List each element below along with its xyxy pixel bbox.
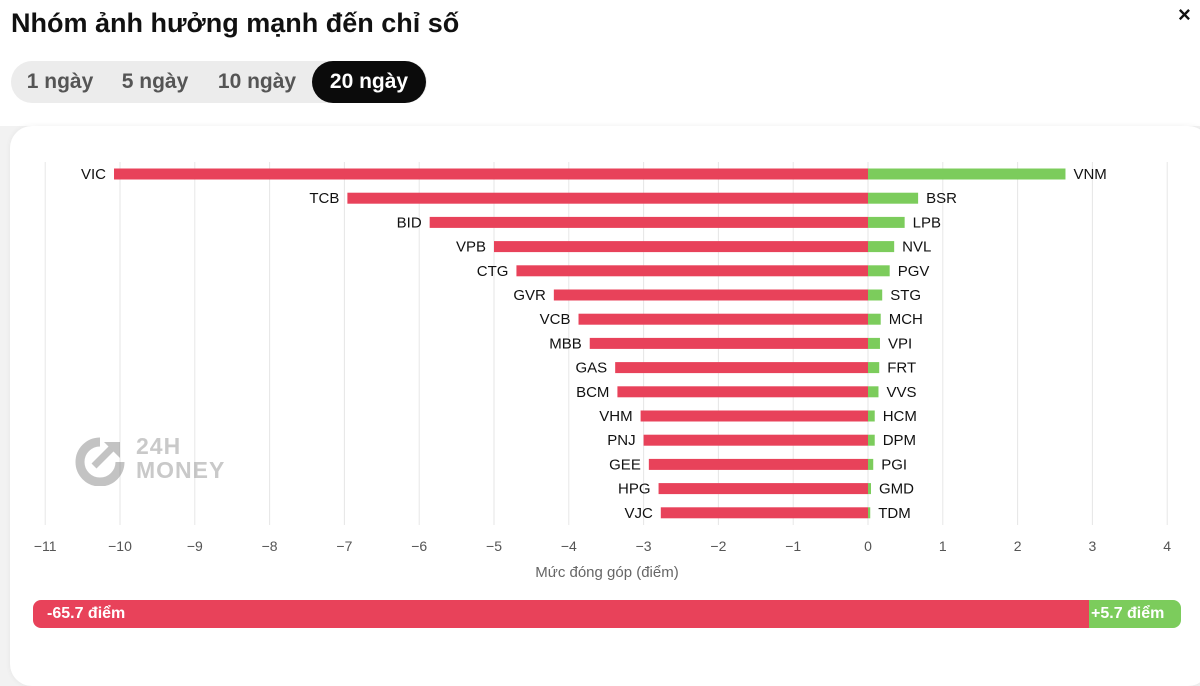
bar-label: PNJ: [607, 432, 635, 449]
bar-negative[interactable]: [114, 168, 869, 180]
bar-negative[interactable]: [617, 386, 868, 398]
bar-negative[interactable]: [553, 289, 868, 301]
bar-negative[interactable]: [615, 362, 868, 374]
x-axis-title: Mức đóng góp (điểm): [535, 564, 678, 581]
tab-5-ngay[interactable]: 5 ngày: [121, 70, 189, 93]
bar-label: TCB: [309, 190, 339, 207]
bar-positive[interactable]: [868, 216, 905, 228]
total-negative-label: -65.7 điểm: [47, 605, 126, 622]
bar-label: VPB: [456, 239, 486, 256]
close-icon[interactable]: ×: [1178, 2, 1191, 27]
x-tick-label: −6: [411, 538, 427, 554]
bar-negative[interactable]: [494, 241, 868, 253]
bar-label: VNM: [1073, 166, 1106, 183]
bar-negative[interactable]: [648, 458, 868, 470]
bar-label: LPB: [913, 214, 941, 231]
x-tick-label: −8: [262, 538, 278, 554]
x-tick-label: 4: [1163, 538, 1171, 554]
bar-positive[interactable]: [868, 241, 895, 253]
x-tick-label: −10: [108, 538, 132, 554]
bar-negative[interactable]: [578, 313, 868, 325]
bars: [114, 168, 1066, 519]
bar-label: HCM: [883, 408, 917, 425]
bar-negative[interactable]: [429, 216, 868, 228]
bar-positive[interactable]: [868, 434, 875, 446]
bar-label: VHM: [599, 408, 632, 425]
x-tick-label: −11: [34, 538, 57, 554]
bar-positive[interactable]: [868, 168, 1066, 180]
bar-label: GMD: [879, 481, 914, 498]
total-positive-bar: +5.7 điểm: [1089, 600, 1181, 628]
bar-negative[interactable]: [643, 434, 868, 446]
bar-label: DPM: [883, 432, 916, 449]
bar-negative[interactable]: [640, 410, 868, 422]
bar-label: HPG: [618, 481, 651, 498]
x-tick-label: −3: [636, 538, 652, 554]
bar-positive[interactable]: [868, 386, 879, 398]
bar-label: GAS: [575, 360, 607, 377]
bar-label: GVR: [513, 287, 546, 304]
bar-negative[interactable]: [589, 337, 868, 349]
bar-label: VIC: [81, 166, 106, 183]
x-tick-label: −1: [785, 538, 801, 554]
bar-label: BSR: [926, 190, 957, 207]
watermark-text: 24H MONEY: [136, 433, 226, 483]
x-tick-label: −7: [336, 538, 352, 554]
bar-label: PGV: [898, 263, 930, 280]
bar-label: STG: [890, 287, 921, 304]
tab-10-ngay[interactable]: 10 ngày: [217, 70, 297, 93]
bar-label: VVS: [886, 384, 916, 401]
bar-label: VJC: [624, 505, 653, 522]
bar-label: VCB: [540, 311, 571, 328]
x-tick-label: −9: [187, 538, 203, 554]
bar-positive[interactable]: [868, 265, 890, 277]
x-tick-label: 0: [864, 538, 872, 554]
period-tabs: 1 ngày 5 ngày 10 ngày 20 ngày: [11, 61, 427, 103]
bar-positive[interactable]: [868, 483, 871, 495]
bar-positive[interactable]: [868, 192, 919, 204]
bar-negative[interactable]: [347, 192, 869, 204]
bar-positive[interactable]: [868, 362, 880, 374]
bar-positive[interactable]: [868, 410, 875, 422]
bar-label: FRT: [887, 360, 916, 377]
total-negative-bar: -65.7 điểm: [33, 600, 1089, 628]
header: Nhóm ảnh hưởng mạnh đến chỉ số × 1 ngày …: [0, 0, 1200, 126]
watermark-logo: 24H MONEY: [74, 433, 244, 486]
bar-label: CTG: [477, 263, 509, 280]
x-tick-label: 2: [1014, 538, 1022, 554]
x-tick-label: −4: [561, 538, 577, 554]
bar-positive[interactable]: [868, 313, 881, 325]
bar-label: BID: [397, 214, 422, 231]
bar-label: GEE: [609, 456, 641, 473]
x-tick-label: 1: [939, 538, 947, 554]
bar-label: VPI: [888, 335, 912, 352]
x-tick-label: −5: [486, 538, 502, 554]
bar-positive[interactable]: [868, 458, 874, 470]
x-ticks: −11 −10 −9 −8 −7 −6 −5 −4 −3 −2 −1 0 1 2 3 4: [34, 538, 1171, 554]
bar-negative[interactable]: [660, 507, 868, 519]
x-tick-label: −2: [710, 538, 726, 554]
tab-1-ngay[interactable]: 1 ngày: [26, 70, 94, 93]
page-title: Nhóm ảnh hưởng mạnh đến chỉ số: [11, 8, 460, 38]
tab-20-ngay[interactable]: 20 ngày: [312, 61, 426, 103]
bar-negative[interactable]: [658, 483, 868, 495]
bar-label: MBB: [549, 335, 582, 352]
bar-positive[interactable]: [868, 507, 871, 519]
bar-negative[interactable]: [516, 265, 868, 277]
total-positive-label: +5.7 điểm: [1091, 605, 1165, 622]
bar-label: PGI: [881, 456, 907, 473]
bar-positive[interactable]: [868, 289, 883, 301]
bar-positive[interactable]: [868, 337, 880, 349]
bar-label: NVL: [902, 239, 931, 256]
logo-icon: [75, 437, 125, 486]
bar-label: TDM: [878, 505, 911, 522]
bar-label: MCH: [889, 311, 923, 328]
bar-label: BCM: [576, 384, 609, 401]
x-tick-label: 3: [1089, 538, 1097, 554]
